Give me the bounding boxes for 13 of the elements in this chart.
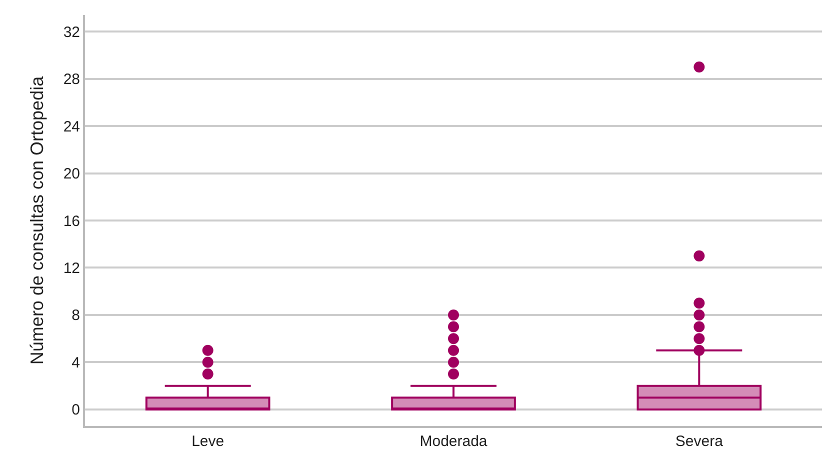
y-tick-label: 32 [63,24,80,41]
x-tick-label: Moderada [420,433,488,450]
y-tick-label: 0 [72,402,80,419]
x-tick-label: Leve [192,433,224,450]
y-tick-label: 20 [63,166,80,183]
y-tick-label: 24 [63,118,80,136]
y-tick-label: 16 [63,212,80,230]
y-tick-label: 28 [63,71,80,88]
y-tick-label: 12 [63,260,80,277]
y-axis-title: Número de consultas con Ortopedia [27,75,48,365]
y-tick-label: 4 [72,354,80,372]
x-tick-label: Severa [675,433,724,450]
y-tick-label: 8 [72,307,80,324]
